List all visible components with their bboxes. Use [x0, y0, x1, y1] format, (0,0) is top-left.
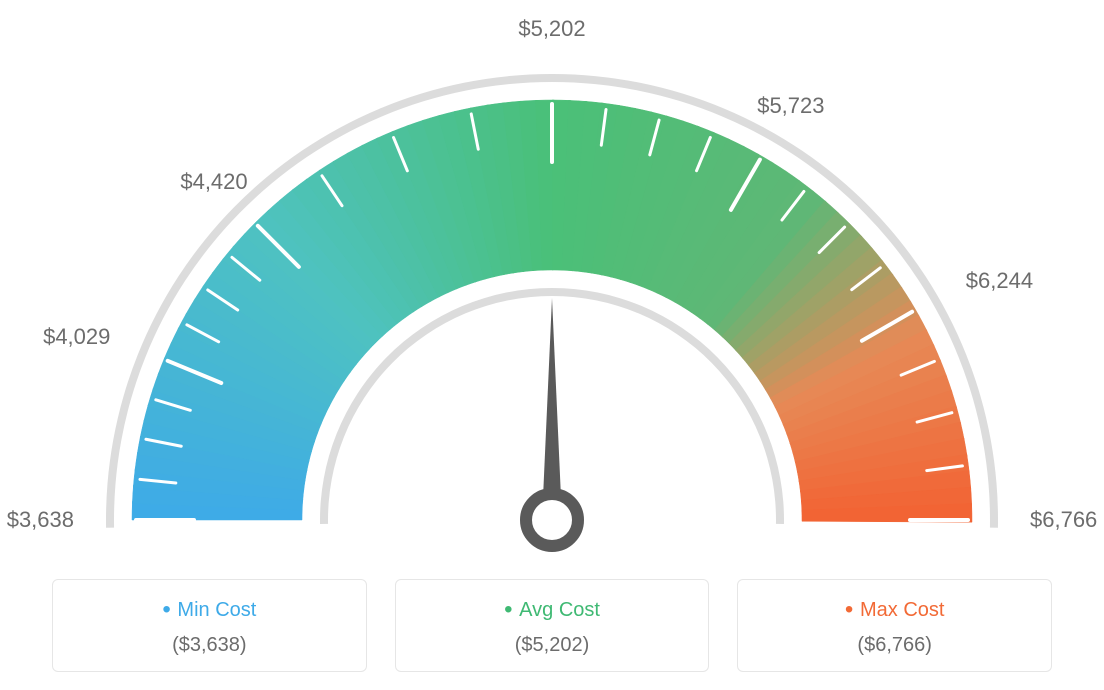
gauge-hub [526, 494, 578, 546]
gauge-tick-label: $3,638 [7, 507, 74, 533]
gauge-tick-label: $6,766 [1030, 507, 1097, 533]
legend-card-min: Min Cost ($3,638) [52, 579, 367, 672]
gauge-tick-label: $4,420 [180, 169, 247, 195]
cost-gauge: $3,638$4,029$4,420$5,202$5,723$6,244$6,7… [52, 20, 1052, 580]
legend-avg-label: Avg Cost [408, 596, 697, 624]
legend-max-value: ($6,766) [750, 634, 1039, 657]
gauge-needle [542, 298, 562, 520]
legend-avg-value: ($5,202) [408, 634, 697, 657]
gauge-tick-label: $6,244 [966, 268, 1033, 294]
legend-min-value: ($3,638) [65, 634, 354, 657]
legend-card-max: Max Cost ($6,766) [737, 579, 1052, 672]
gauge-tick-label: $5,202 [518, 16, 585, 42]
gauge-tick-label: $4,029 [43, 324, 110, 350]
gauge-tick-label: $5,723 [757, 93, 824, 119]
legend-min-label: Min Cost [65, 596, 354, 624]
legend-max-label: Max Cost [750, 596, 1039, 624]
legend-card-avg: Avg Cost ($5,202) [395, 579, 710, 672]
legend-row: Min Cost ($3,638) Avg Cost ($5,202) Max … [52, 579, 1052, 672]
gauge-svg [52, 20, 1052, 580]
